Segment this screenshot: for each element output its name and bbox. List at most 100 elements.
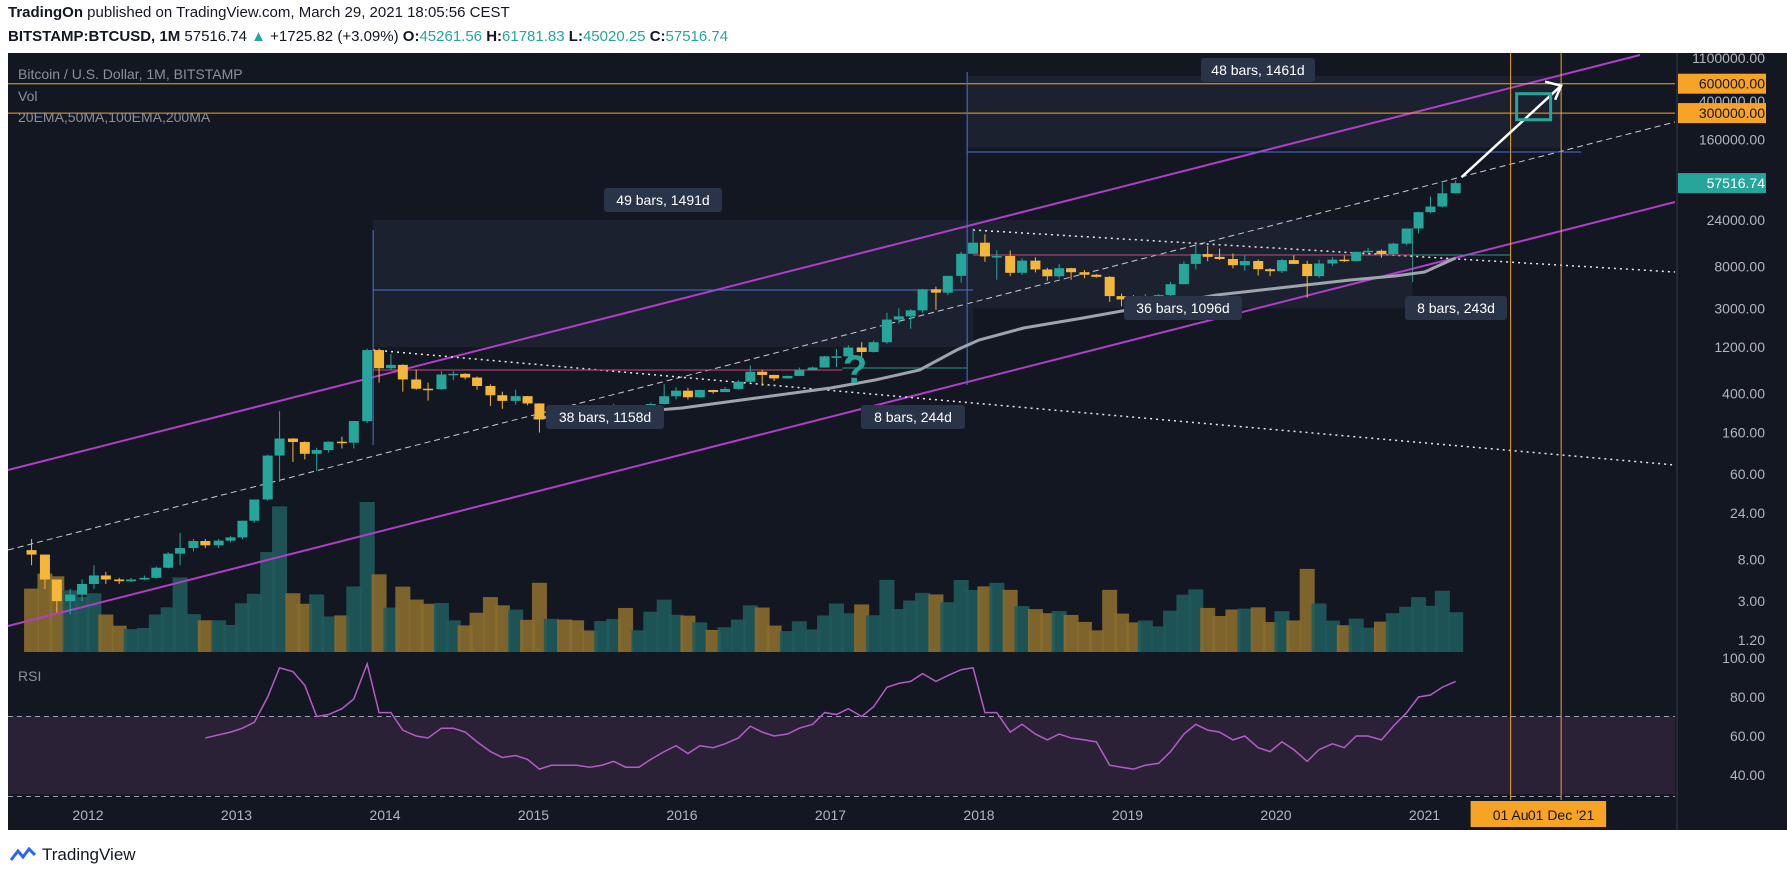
price-tick-label: 8.00 bbox=[1738, 552, 1765, 568]
price-tick-label: 3000.00 bbox=[1714, 300, 1765, 316]
date-marker-label: 01 Dec '21 bbox=[1528, 807, 1595, 823]
candle-body bbox=[1190, 254, 1201, 264]
candle-body bbox=[175, 548, 186, 554]
candle-body bbox=[1437, 193, 1448, 207]
time-tick-label: 2020 bbox=[1260, 807, 1291, 823]
candles bbox=[26, 180, 1461, 615]
time-tick-label: 2017 bbox=[815, 807, 846, 823]
volume-bar bbox=[1114, 613, 1130, 652]
candle-body bbox=[733, 381, 744, 389]
candle-body bbox=[249, 499, 260, 521]
candle-body bbox=[151, 567, 162, 578]
rsi-tick-label: 100.00 bbox=[1722, 650, 1765, 666]
volume-bar bbox=[74, 597, 90, 652]
price-axis-background bbox=[1675, 53, 1787, 830]
volume-bar bbox=[420, 603, 436, 652]
candle-body bbox=[497, 395, 508, 401]
candle-body bbox=[237, 520, 248, 538]
price-tick-label: 160000.00 bbox=[1699, 132, 1765, 148]
measure-label: 48 bars, 1461d bbox=[1211, 62, 1304, 78]
candle-body bbox=[1202, 254, 1213, 257]
candle-body bbox=[397, 364, 408, 380]
candle-body bbox=[745, 371, 756, 382]
volume-bar bbox=[395, 586, 411, 652]
volume-bar bbox=[482, 597, 498, 652]
candle-body bbox=[1066, 268, 1077, 273]
legend-rsi[interactable]: RSI bbox=[18, 668, 41, 684]
volume-bar bbox=[321, 616, 337, 652]
candle-body bbox=[1178, 263, 1189, 285]
volume-bar bbox=[160, 607, 176, 652]
candle-body bbox=[114, 579, 125, 582]
time-tick-label: 2014 bbox=[369, 807, 400, 823]
candle-body bbox=[694, 389, 705, 398]
volume-bar bbox=[1324, 620, 1340, 652]
question-annotation: ? bbox=[843, 348, 867, 392]
time-tick-label: 2021 bbox=[1409, 807, 1440, 823]
volume-bar bbox=[1039, 613, 1055, 652]
volume-bar bbox=[989, 582, 1005, 652]
legend-vol[interactable]: Vol bbox=[18, 88, 37, 104]
candle-body bbox=[757, 371, 768, 375]
volume-bar bbox=[260, 551, 276, 652]
candle-body bbox=[1165, 284, 1176, 296]
candle-body bbox=[1302, 263, 1313, 277]
candle-body bbox=[522, 396, 533, 404]
volume-bar bbox=[1385, 613, 1401, 652]
volume-bar bbox=[223, 624, 239, 652]
candle-body bbox=[1413, 212, 1424, 229]
overlay: 48 bars, 1461d 49 bars, 1491d 38 bars, 115… bbox=[546, 58, 1507, 429]
volume-bar bbox=[606, 618, 622, 652]
volume-bar bbox=[185, 614, 201, 652]
publisher-name[interactable]: TradingOn bbox=[8, 4, 83, 21]
volume-bar bbox=[1262, 622, 1278, 652]
measure-label: 38 bars, 1158d bbox=[559, 409, 651, 425]
volume-bar bbox=[508, 609, 524, 652]
measure-label-box bbox=[861, 405, 965, 429]
legend-title[interactable]: Bitcoin / U.S. Dollar, 1M, BITSTAMP bbox=[18, 66, 243, 82]
volume-bar bbox=[1188, 589, 1204, 652]
measure-label-box bbox=[1124, 296, 1242, 320]
volume-bar bbox=[1274, 611, 1290, 652]
volume-bar bbox=[445, 620, 461, 652]
candle-body bbox=[794, 370, 805, 376]
candle-body bbox=[1351, 251, 1362, 262]
candle-body bbox=[819, 356, 830, 368]
candle-body bbox=[1450, 183, 1461, 194]
volume-bar bbox=[840, 613, 856, 652]
candle-body bbox=[659, 396, 670, 404]
measure-label-box bbox=[604, 188, 722, 212]
candle-body bbox=[374, 350, 385, 369]
level-label: 300000.00 bbox=[1699, 105, 1765, 121]
volume-bar bbox=[828, 603, 844, 652]
rsi-tick-label: 60.00 bbox=[1730, 728, 1765, 744]
level-label-box bbox=[1678, 103, 1766, 124]
footer-brand-name: TradingView bbox=[42, 845, 136, 864]
footer-brand[interactable]: TradingView bbox=[10, 845, 136, 865]
time-tick-label: 2012 bbox=[72, 807, 103, 823]
projection-arrowhead bbox=[1544, 80, 1563, 101]
price-tick-label: 1100000.00 bbox=[1692, 50, 1765, 66]
last-price-label: 57516.74 bbox=[1707, 175, 1766, 191]
volume-bar bbox=[469, 612, 485, 652]
volume-bar bbox=[582, 630, 598, 652]
symbol-name[interactable]: BITSTAMP:BTCUSD, 1M bbox=[8, 28, 181, 45]
measurement-boxes bbox=[373, 76, 1562, 348]
candle-body bbox=[51, 579, 62, 602]
volume-bar bbox=[111, 625, 127, 652]
volume-bar bbox=[148, 614, 164, 652]
measure-label: 36 bars, 1096d bbox=[1136, 300, 1229, 316]
dotted-resistance-line bbox=[373, 349, 1676, 466]
volume-bar bbox=[1237, 608, 1253, 652]
rsi-tick-label: 40.00 bbox=[1730, 767, 1765, 783]
trend-lines bbox=[7, 53, 1676, 800]
price-tick-label: 24000.00 bbox=[1707, 212, 1766, 228]
volume-bar bbox=[234, 603, 250, 652]
candle-body bbox=[682, 390, 693, 398]
price-tick-label: 3.00 bbox=[1738, 593, 1765, 609]
candle-body bbox=[930, 289, 941, 293]
legend-ma[interactable]: 20EMA,50MA,100EMA,200MA bbox=[18, 109, 211, 125]
candle-body bbox=[1265, 269, 1276, 272]
symbol-line: BITSTAMP:BTCUSD, 1M 57516.74 ▲ +1725.82 … bbox=[8, 28, 728, 45]
